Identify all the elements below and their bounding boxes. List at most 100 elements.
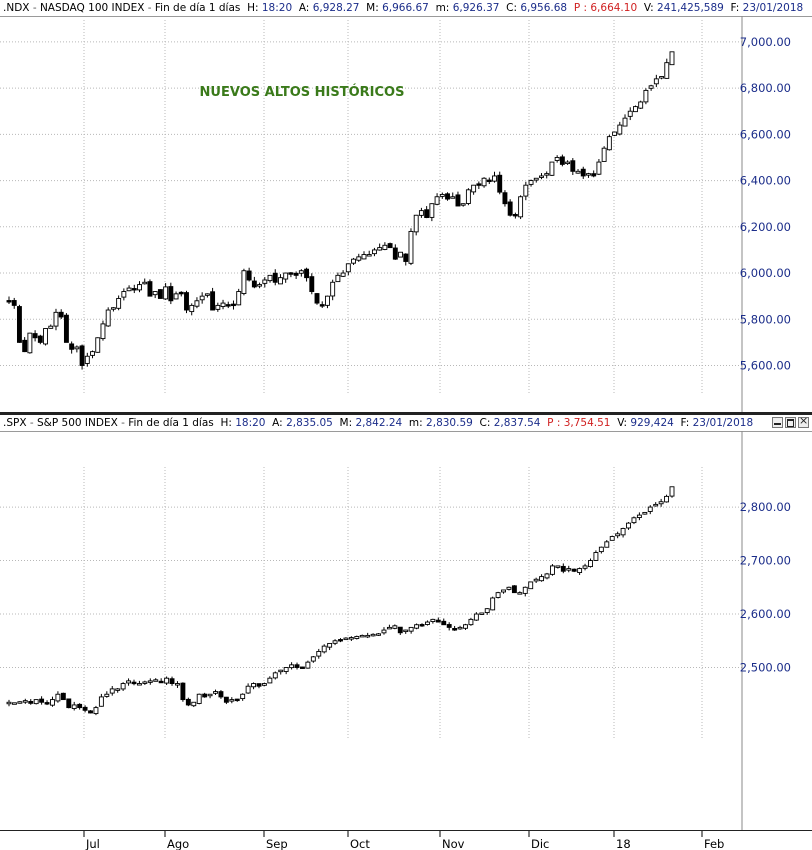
spx-candle-body [289, 664, 295, 669]
close-icon[interactable] [798, 414, 809, 428]
ndx-candle-body [398, 251, 403, 258]
ndx-candle-body [288, 272, 294, 275]
spx-candle-body [126, 680, 132, 684]
spx-candle-body [359, 634, 365, 638]
ndx-candle-body [126, 287, 132, 292]
spx-candle-body [104, 693, 110, 697]
spx-c-value: 2,837.54 [493, 417, 541, 429]
spx-ytick-label: 2,700.00 [740, 554, 791, 568]
ndx-candle-body [22, 339, 28, 353]
spx-candle-body [348, 637, 354, 640]
spx-v-value: 929,424 [630, 417, 674, 429]
spx-candle-body [620, 528, 626, 536]
ndx-ytick-label: 5,600.00 [740, 359, 791, 373]
spx-candle-body [142, 681, 148, 684]
x-axis-label: 18 [616, 837, 631, 850]
ndx-y-axis-labels: 5,600.00 5,800.00 6,000.00 6,200.00 6,400.00… [740, 35, 791, 373]
ndx-candle-body [257, 284, 263, 287]
ndx-candle-body [293, 272, 299, 276]
spx-a-label: A: [272, 417, 283, 429]
spx-candle-body [392, 625, 398, 629]
ndx-symbol: .NDX [3, 2, 30, 14]
spx-candle-body [495, 592, 501, 598]
x-axis: Jul Ago Sep Oct Nov Dic 18 Feb [0, 830, 812, 850]
spx-candle-body [473, 613, 479, 621]
spx-candle-body [484, 608, 490, 614]
ndx-candle-body [204, 293, 210, 296]
spx-candle-body [158, 680, 164, 684]
spx-candle-body [120, 683, 126, 690]
spx-y-axis-labels: 2,500.00 2,600.00 2,700.00 2,800.00 [740, 500, 791, 674]
spx-candle-body [501, 589, 506, 593]
spx-candle-body [604, 541, 610, 548]
ndx-ytick-label: 6,200.00 [740, 220, 791, 234]
spx-candle-body [147, 680, 153, 683]
spx-candle-body [223, 696, 229, 703]
ndx-candle-body [168, 286, 174, 302]
spx-candle-body [316, 651, 322, 657]
spx-candle-body [506, 586, 512, 590]
spx-candle-body [365, 634, 371, 638]
spx-symbol: .SPX [3, 417, 27, 429]
ndx-candle-body [450, 196, 456, 199]
ndx-candle-body [565, 161, 571, 165]
spx-candles [6, 486, 675, 716]
ndx-candle-body [465, 189, 471, 204]
spx-candle-body [164, 677, 170, 684]
spx-candle-body [98, 696, 104, 707]
spx-h-value: 18:20 [235, 417, 266, 429]
spx-m-value: 2,842.24 [355, 417, 403, 429]
ndx-candle-body [90, 351, 95, 356]
ndx-candle-body [178, 291, 184, 295]
ndx-candle-body [486, 179, 492, 183]
spx-header-text: .SPX - S&P 500 INDEX - Fin de día 1 días… [3, 417, 754, 429]
spx-candle-body [196, 693, 202, 704]
ndx-candle-body [215, 304, 221, 310]
spx-candle-body [33, 699, 39, 705]
ndx-candle-body [392, 247, 398, 260]
spx-ytick-label: 2,800.00 [740, 500, 791, 514]
ndx-candle-body [497, 174, 503, 193]
ndx-candle-body [16, 306, 22, 343]
spx-candle-body [354, 636, 360, 639]
spx-candle-body [528, 581, 534, 590]
ndx-p-label: P : [573, 2, 588, 14]
ndx-candle-body [231, 303, 236, 307]
spx-candle-body [522, 586, 528, 594]
ndx-candle-body [110, 307, 116, 310]
spx-candle-body [511, 585, 517, 594]
spx-candle-body [93, 707, 99, 715]
spx-candle-body [642, 511, 648, 515]
ndx-candle-body [627, 110, 633, 117]
annotation-text: NUEVOS ALTOS HISTÓRICOS [200, 84, 405, 100]
ndx-chart-pane[interactable]: .NDX - NASDAQ 100 INDEX - Fin de día 1 d… [0, 0, 812, 414]
spx-candle-body [327, 642, 333, 648]
spx-candle-body [403, 629, 409, 633]
spx-candle-body [386, 626, 392, 630]
spx-chart-pane[interactable]: .SPX - S&P 500 INDEX - Fin de día 1 días… [0, 414, 812, 831]
ndx-candle-body [418, 210, 424, 216]
spx-candle-body [321, 645, 327, 653]
ndx-candle-body [210, 291, 216, 311]
ndx-h-value: 18:20 [261, 2, 293, 14]
ndx-candle-body [95, 337, 101, 353]
ndx-candle-body [304, 268, 310, 279]
ndx-candle-body [633, 106, 638, 113]
ndx-v-value: 241,425,589 [657, 2, 724, 14]
ndx-c-label: C: [506, 2, 518, 14]
ndx-candle-body [278, 277, 283, 285]
x-axis-label: Feb [704, 837, 724, 850]
spx-candle-body [109, 688, 115, 694]
x-axis-label: Ago [167, 837, 189, 850]
spx-candle-body [50, 699, 55, 706]
ndx-candle-body [173, 293, 179, 300]
ndx-candle-body [340, 272, 346, 277]
spx-candle-body [169, 678, 175, 684]
ndx-candle-body [74, 346, 80, 350]
spx-candle-body [82, 706, 88, 711]
minimize-icon[interactable] [772, 417, 783, 428]
ndx-v-label: V: [643, 2, 654, 14]
maximize-icon[interactable] [785, 417, 796, 428]
ndx-candle-body [570, 160, 576, 172]
spx-ytick-label: 2,600.00 [740, 607, 791, 621]
